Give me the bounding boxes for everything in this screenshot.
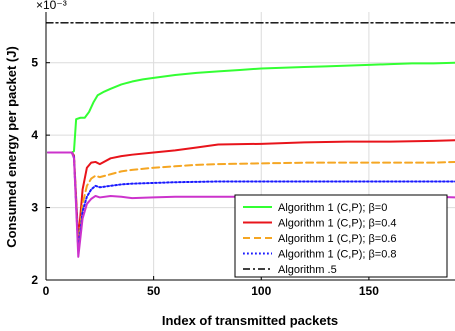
x-tick-label: 100 <box>251 284 271 298</box>
legend-box <box>234 194 448 278</box>
legend-label: Algorithm 1 (C,P); β=0 <box>278 202 387 214</box>
y-tick-label: 2 <box>31 273 38 287</box>
legend: Algorithm 1 (C,P); β=0 Algorithm 1 (C,P);… <box>234 194 448 278</box>
x-tick-label: 150 <box>359 284 379 298</box>
y-tick-label: 3 <box>31 201 38 215</box>
y-scale-label: ×10⁻³ <box>36 0 67 12</box>
legend-label: Algorithm 1 (C,P); β=0.4 <box>278 218 397 230</box>
x-tick-label: 0 <box>43 284 50 298</box>
data-layer <box>46 22 455 258</box>
x-axis-label: Index of transmitted packets <box>162 313 338 328</box>
series-line-2 <box>47 139 455 242</box>
series-line-3 <box>47 151 455 249</box>
legend-label: Algorithm 1 (C,P); β=0.8 <box>278 249 397 261</box>
legend-label: Algorithm 1 (C,P); β=0.6 <box>278 233 397 245</box>
series-line-1 <box>47 61 455 154</box>
y-axis-label: Consumed energy per packet (J) <box>4 46 19 248</box>
legend-label: Algorithm .5 <box>278 264 337 276</box>
x-tick-label: 50 <box>147 284 161 298</box>
y-tick-label: 5 <box>31 56 38 70</box>
y-tick-label: 4 <box>31 128 38 142</box>
